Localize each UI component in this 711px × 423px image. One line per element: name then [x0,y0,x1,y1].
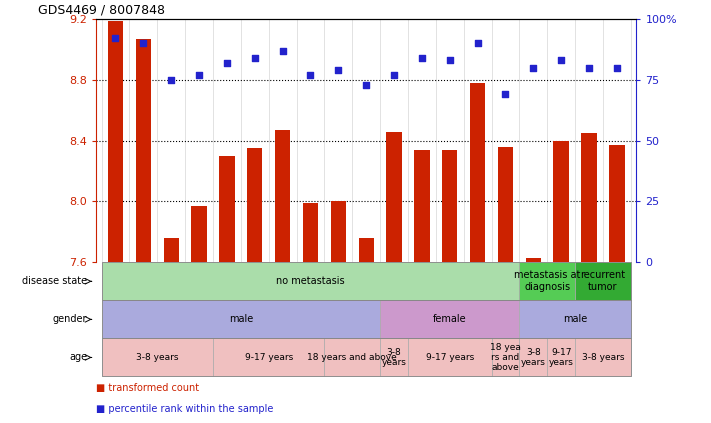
Text: 9-17 years: 9-17 years [426,353,474,362]
Text: 3-8 years: 3-8 years [136,353,178,362]
Text: male: male [229,314,253,324]
Point [583,64,594,71]
Point [193,71,205,78]
Text: gender: gender [53,314,87,324]
Bar [136,39,151,262]
Bar [358,238,374,262]
Point [166,77,177,83]
Point [249,55,260,61]
Point [388,71,400,78]
Text: ■ percentile rank within the sample: ■ percentile rank within the sample [96,404,273,414]
Point [472,40,483,47]
Point [444,57,456,64]
Text: age: age [70,352,87,363]
Bar [247,148,262,262]
Point [277,47,288,54]
Point [528,64,539,71]
Text: 3-8 years: 3-8 years [582,353,624,362]
Point [555,57,567,64]
Bar [164,238,179,262]
Point [221,60,232,66]
Text: 9-17 years: 9-17 years [245,353,293,362]
Text: GDS4469 / 8007848: GDS4469 / 8007848 [38,3,166,16]
Bar [219,156,235,262]
Text: ■ transformed count: ■ transformed count [96,383,199,393]
Text: 18 yea
rs and
above: 18 yea rs and above [490,343,521,372]
Point [416,55,427,61]
Bar [609,145,624,262]
Bar [303,203,318,262]
Point [305,71,316,78]
Text: metastasis at
diagnosis: metastasis at diagnosis [514,270,580,292]
Text: male: male [563,314,587,324]
Bar [525,258,541,262]
Bar [553,140,569,262]
Bar [415,150,429,262]
Text: disease state: disease state [22,276,87,286]
Bar [275,130,290,262]
Point [500,91,511,98]
Point [109,35,121,42]
Point [360,81,372,88]
Point [138,40,149,47]
Bar [498,147,513,262]
Bar [470,83,485,262]
Text: 3-8
years: 3-8 years [521,348,546,367]
Point [333,67,344,74]
Bar [108,21,123,262]
Text: 18 years and above: 18 years and above [307,353,397,362]
Bar [331,201,346,262]
Text: no metastasis: no metastasis [276,276,345,286]
Bar [386,132,402,262]
Bar [582,133,597,262]
Bar [191,206,207,262]
Bar [442,150,457,262]
Point [611,64,623,71]
Text: female: female [433,314,466,324]
Text: 3-8
years: 3-8 years [382,348,407,367]
Text: 9-17
years: 9-17 years [549,348,574,367]
Text: recurrent
tumor: recurrent tumor [580,270,626,292]
